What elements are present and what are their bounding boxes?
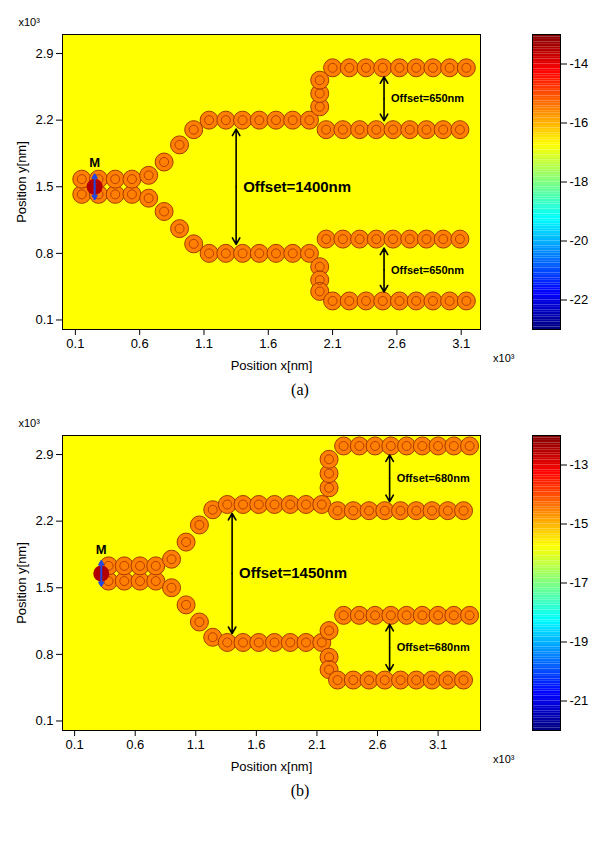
svg-text:0.6: 0.6	[131, 336, 149, 351]
svg-text:0.8: 0.8	[35, 647, 53, 662]
svg-text:2.1: 2.1	[308, 737, 326, 752]
svg-text:1.1: 1.1	[187, 737, 205, 752]
svg-text:1.6: 1.6	[259, 336, 277, 351]
svg-text:Offset=680nm: Offset=680nm	[397, 641, 470, 653]
svg-text:-14: -14	[570, 56, 589, 71]
svg-text:1.6: 1.6	[247, 737, 265, 752]
svg-text:Position x[nm]: Position x[nm]	[231, 759, 313, 774]
svg-text:2.1: 2.1	[324, 336, 342, 351]
svg-text:0.1: 0.1	[66, 737, 84, 752]
svg-text:M: M	[96, 542, 107, 557]
svg-text:Position x[nm]: Position x[nm]	[231, 358, 313, 373]
svg-text:2.9: 2.9	[35, 447, 53, 462]
svg-text:x10³: x10³	[493, 352, 515, 364]
svg-text:Offset=650nm: Offset=650nm	[391, 264, 464, 276]
svg-text:2.6: 2.6	[388, 336, 406, 351]
svg-text:Position y[nm]: Position y[nm]	[14, 141, 29, 223]
svg-text:-22: -22	[570, 292, 589, 307]
svg-text:0.6: 0.6	[126, 737, 144, 752]
svg-text:0.8: 0.8	[35, 246, 53, 261]
svg-text:1.5: 1.5	[35, 580, 53, 595]
svg-text:-16: -16	[570, 115, 589, 130]
svg-text:Offset=1400nm: Offset=1400nm	[243, 178, 351, 195]
svg-text:Position y[nm]: Position y[nm]	[14, 542, 29, 624]
svg-text:-21: -21	[570, 693, 589, 708]
svg-text:2.9: 2.9	[35, 46, 53, 61]
html-text:(b): (b)	[290, 782, 310, 799]
svg-text:x10³: x10³	[19, 16, 41, 28]
svg-text:-20: -20	[570, 233, 589, 248]
svg-text:1.1: 1.1	[195, 336, 213, 351]
svg-text:x10³: x10³	[19, 417, 41, 429]
svg-text:2.6: 2.6	[368, 737, 386, 752]
svg-text:0.1: 0.1	[66, 336, 84, 351]
svg-text:x10³: x10³	[493, 753, 515, 765]
svg-text:1.5: 1.5	[35, 179, 53, 194]
svg-text:2.2: 2.2	[35, 112, 53, 127]
html-text:(a): (a)	[291, 381, 309, 398]
svg-text:-17: -17	[570, 575, 589, 590]
svg-text:2.2: 2.2	[35, 513, 53, 528]
svg-text:-15: -15	[570, 516, 589, 531]
svg-text:Offset=680nm: Offset=680nm	[397, 472, 470, 484]
svg-text:3.1: 3.1	[429, 737, 447, 752]
svg-text:Offset=650nm: Offset=650nm	[391, 92, 464, 104]
svg-text:M: M	[89, 155, 100, 170]
svg-text:-19: -19	[570, 634, 589, 649]
svg-text:-13: -13	[570, 457, 589, 472]
svg-text:3.1: 3.1	[452, 336, 470, 351]
svg-text:0.1: 0.1	[35, 713, 53, 728]
svg-text:Offset=1450nm: Offset=1450nm	[239, 564, 347, 581]
svg-text:-18: -18	[570, 174, 589, 189]
svg-text:0.1: 0.1	[35, 312, 53, 327]
